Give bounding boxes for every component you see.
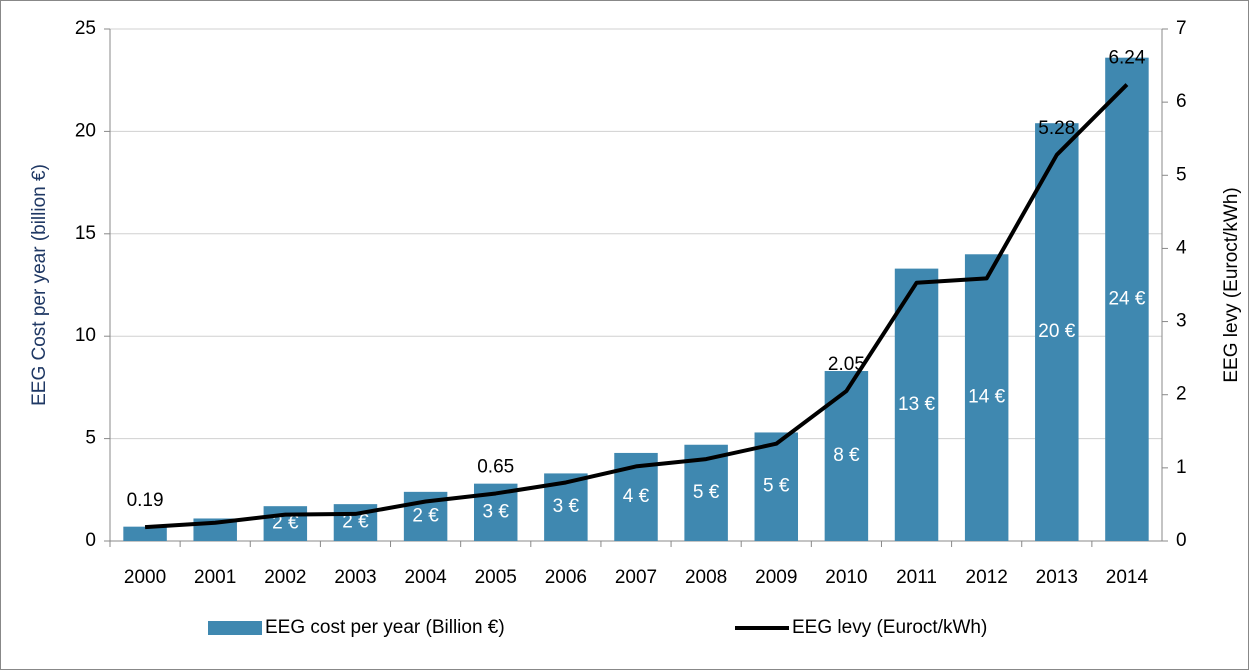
line-value-label: 0.65 [477, 456, 514, 477]
legend-swatch [208, 621, 262, 635]
x-tick-label: 2009 [755, 567, 797, 588]
bar [964, 254, 1009, 541]
bar [1105, 57, 1149, 542]
y2-tick-label: 5 [1176, 164, 1187, 185]
y2-tick-label: 2 [1176, 384, 1187, 405]
y-tick-label: 0 [85, 530, 96, 551]
x-tick-label: 2008 [685, 567, 727, 588]
bar-value-label: 13 € [898, 394, 935, 415]
y2-tick-label: 3 [1176, 311, 1187, 332]
bar [894, 268, 939, 541]
y2-tick-label: 1 [1176, 457, 1187, 478]
x-tick-label: 2000 [124, 567, 166, 588]
x-tick-label: 2011 [896, 567, 937, 588]
x-tick-label: 2014 [1106, 567, 1149, 588]
bar-value-label: 2 € [342, 512, 369, 533]
line-value-label: 0.19 [127, 490, 164, 511]
bar [1035, 123, 1079, 541]
bar-value-label: 20 € [1038, 321, 1075, 342]
y-tick-label: 20 [75, 120, 96, 141]
bar-value-label: 2 € [412, 505, 439, 526]
x-tick-label: 2007 [615, 567, 657, 588]
legend-label: EEG cost per year (Billion €) [265, 617, 505, 638]
legend-label: EEG levy (Euroct/kWh) [792, 617, 987, 638]
y2-tick-label: 7 [1176, 18, 1187, 39]
y-tick-label: 10 [75, 325, 96, 346]
bar-value-label: 14 € [968, 387, 1005, 408]
bar [754, 432, 799, 541]
x-tick-label: 2010 [825, 567, 867, 588]
bar [824, 371, 869, 541]
line-value-label: 5.28 [1038, 118, 1075, 139]
x-tick-label: 2001 [194, 567, 236, 588]
bar [263, 506, 308, 541]
x-tick-label: 2013 [1036, 567, 1078, 588]
y-tick-label: 5 [85, 428, 96, 449]
x-tick-label: 2012 [966, 567, 1008, 588]
bar [123, 526, 167, 541]
y2-tick-label: 4 [1176, 237, 1187, 258]
x-tick-label: 2005 [475, 567, 517, 588]
line-value-label: 2.05 [828, 354, 865, 375]
bar-value-label: 8 € [833, 445, 860, 466]
line-value-label: 6.24 [1108, 48, 1145, 69]
bar-value-label: 4 € [623, 486, 650, 507]
bar-value-label: 5 € [763, 476, 790, 497]
bar-value-label: 24 € [1108, 288, 1145, 309]
y-tick-label: 25 [75, 18, 96, 39]
x-tick-label: 2003 [334, 567, 376, 588]
bar-value-label: 2 € [272, 513, 299, 534]
x-tick-label: 2006 [545, 567, 587, 588]
y2-tick-label: 6 [1176, 91, 1187, 112]
y-tick-label: 15 [75, 223, 96, 244]
bar-value-label: 5 € [693, 482, 720, 503]
bar-value-label: 3 € [483, 501, 510, 522]
y-axis-label: EEG Cost per year (billion €) [29, 164, 50, 406]
y2-axis-label: EEG levy (Euroct/kWh) [1221, 187, 1242, 382]
line [144, 83, 1129, 530]
x-tick-label: 2004 [404, 567, 447, 588]
bar-value-label: 3 € [553, 496, 580, 517]
y2-tick-label: 0 [1176, 530, 1187, 551]
x-tick-label: 2002 [264, 567, 306, 588]
